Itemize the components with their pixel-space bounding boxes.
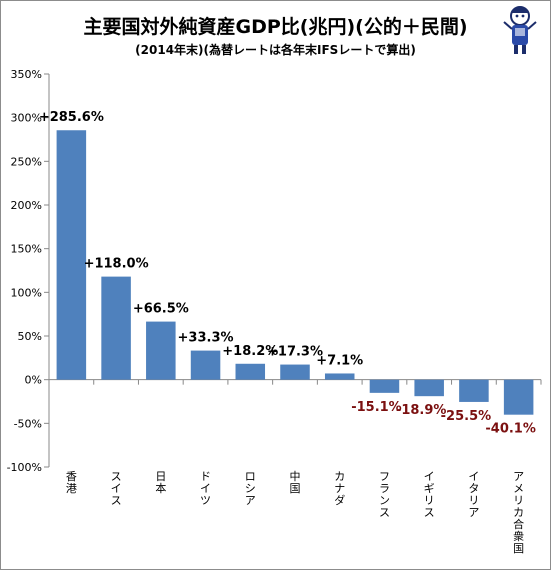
category-label-char: ツ [200, 494, 211, 507]
category-label-char: ア [468, 506, 479, 519]
category-label-char: ド [200, 470, 211, 483]
category-label-char: 港 [66, 482, 77, 495]
chart-subtitle: (2014年末)(為替レートは各年末IFSレートで算出) [135, 43, 416, 57]
bar [190, 350, 221, 380]
chart-title: 主要国対外純資産GDP比(兆円)(公的＋民間) [83, 16, 468, 38]
category-label-char: メ [513, 482, 524, 495]
y-tick-label: -50% [14, 417, 42, 430]
category-label-char: イ [200, 482, 211, 495]
bar [503, 379, 534, 415]
bar [235, 363, 266, 380]
category-label-char: ロ [245, 470, 256, 483]
category-label-char: シ [245, 482, 256, 495]
category-label-char: リ [424, 494, 435, 507]
y-tick-label: 0% [25, 374, 42, 387]
category-label-char: ラ [379, 482, 390, 495]
category-label-char: イ [111, 482, 122, 495]
category-label-char: カ [334, 470, 345, 483]
category-label-char: 衆 [513, 530, 524, 543]
y-tick-label: 50% [18, 330, 42, 343]
mascot-icon [503, 6, 537, 54]
bar [324, 373, 355, 380]
category-label-char: 国 [290, 482, 301, 495]
y-tick-label: 100% [11, 286, 42, 299]
category-label-char: 日 [155, 470, 166, 483]
category-label-char: ス [111, 470, 122, 483]
data-label: +17.3% [267, 345, 323, 360]
bar [146, 321, 176, 380]
category-label-char: カ [513, 506, 524, 519]
bar [369, 379, 400, 393]
category-label-char: 香 [66, 470, 77, 483]
category-label-char: イ [468, 470, 479, 483]
category-label-char: 合 [513, 517, 524, 531]
data-label: +33.3% [178, 331, 234, 346]
category-label-char: ギ [424, 482, 435, 495]
data-label: +66.5% [133, 302, 189, 317]
y-tick-label: 150% [11, 243, 42, 256]
category-label-char: ナ [334, 482, 345, 495]
bar [56, 130, 87, 380]
category-label-char: ア [245, 494, 256, 507]
category-label-char: ダ [334, 493, 345, 507]
y-tick-label: 200% [11, 199, 42, 212]
category-label-char: リ [513, 494, 524, 507]
data-label: -40.1% [485, 422, 536, 437]
data-label: -15.1% [351, 400, 402, 415]
category-label-char: 本 [155, 481, 166, 495]
data-label: +118.0% [84, 257, 149, 272]
bar [101, 276, 131, 380]
y-tick-label: 300% [11, 112, 42, 125]
bar [459, 379, 489, 402]
category-label-char: リ [468, 494, 479, 507]
category-label-char: タ [468, 482, 479, 495]
category-label-char: イ [424, 470, 435, 483]
y-tick-label: 350% [11, 68, 42, 81]
category-label-char: ン [379, 494, 390, 507]
y-tick-label: 250% [11, 155, 42, 168]
data-label: -25.5% [441, 409, 492, 424]
category-label-char: ス [379, 506, 390, 519]
category-label-char: フ [379, 470, 390, 483]
y-tick-label: -100% [7, 461, 42, 474]
data-label: +7.1% [316, 353, 363, 368]
category-label-char: ア [513, 470, 524, 483]
data-label: +285.6% [39, 110, 104, 125]
data-label: +18.2% [222, 344, 278, 359]
bar [414, 379, 444, 397]
category-label-char: ス [424, 506, 435, 519]
category-label-char: ス [111, 494, 122, 507]
bar [280, 364, 310, 380]
category-label-char: 中 [290, 470, 301, 483]
category-label-char: 国 [513, 542, 524, 555]
data-label: -18.9% [396, 403, 447, 418]
